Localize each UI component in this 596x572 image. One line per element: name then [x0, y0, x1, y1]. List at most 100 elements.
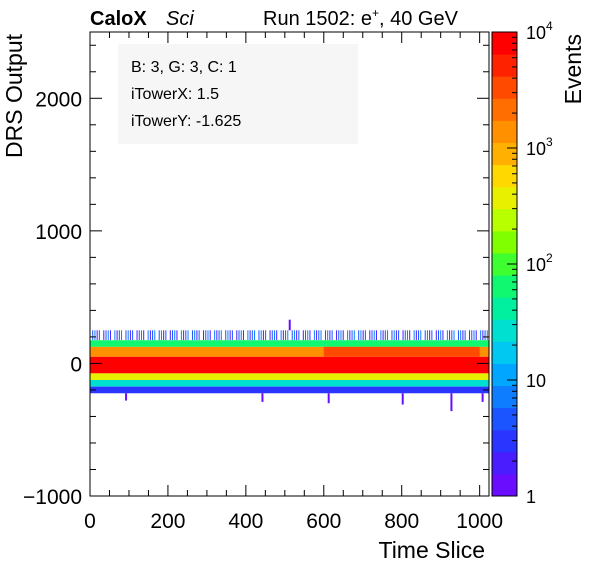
heatmap-cell	[409, 330, 411, 341]
heatmap-cell	[218, 330, 220, 341]
heatmap-cell	[236, 330, 238, 341]
z-tick-label: 103	[526, 135, 553, 159]
x-tick-label: 0	[84, 510, 96, 533]
heatmap-cell	[307, 330, 309, 341]
heatmap-cell	[429, 330, 431, 341]
heatmap-cell	[329, 330, 331, 341]
heatmap-cell	[395, 330, 397, 341]
color-scale-segment	[492, 275, 517, 298]
heatmap-cell	[482, 330, 484, 341]
color-scale-segment	[492, 252, 517, 276]
heatmap-band-6	[90, 386, 489, 394]
heatmap-cell	[231, 330, 233, 341]
heatmap-cell	[229, 330, 231, 341]
heatmap-cell	[273, 330, 275, 341]
heatmap-cell	[309, 330, 311, 341]
heatmap-cell	[276, 330, 278, 341]
heatmap-cell	[282, 330, 284, 341]
heatmap-cell	[484, 330, 486, 341]
heatmap-cell	[313, 330, 315, 341]
heatmap-cell	[331, 330, 333, 341]
x-axis-title: Time Slice	[379, 537, 486, 563]
heatmap-cell	[207, 330, 209, 341]
heatmap-cell	[165, 330, 167, 341]
heatmap-cell	[320, 330, 322, 341]
heatmap-cell	[369, 330, 371, 341]
heatmap-cell	[172, 330, 174, 341]
heatmap-cell	[402, 330, 404, 341]
heatmap-cell	[220, 330, 222, 341]
heatmap-cell	[269, 330, 271, 341]
heatmap-hot-region	[323, 346, 480, 357]
heatmap-cell	[353, 330, 355, 341]
y-tick-label: 2000	[35, 88, 82, 111]
heatmap-cell	[460, 330, 462, 341]
heatmap-cell	[107, 330, 109, 341]
heatmap-cell	[464, 330, 466, 341]
heatmap-cell	[225, 330, 227, 341]
heatmap-cell	[406, 330, 408, 341]
heatmap-cell	[302, 330, 304, 341]
heatmap-cell	[132, 330, 134, 341]
heatmap-cell	[364, 330, 366, 341]
heatmap-cell	[338, 330, 340, 341]
color-scale-segment	[492, 385, 517, 409]
heatmap-cell	[103, 330, 105, 341]
x-tick-label: 600	[306, 510, 341, 533]
heatmap-cell	[473, 330, 475, 341]
info-line-3: iTowerY: -1.625	[131, 113, 241, 130]
x-axis-ticks: 0 200 400 600 800 1000	[84, 32, 503, 533]
x-tick-label: 400	[228, 510, 263, 533]
heatmap-cell	[152, 330, 154, 341]
color-scale-segment	[492, 429, 517, 453]
heatmap-cell	[127, 330, 129, 341]
heatmap-cell	[413, 330, 415, 341]
heatmap-cell	[358, 330, 360, 341]
heatmap-cell	[285, 330, 287, 341]
heatmap-cell	[384, 330, 386, 341]
color-scale-segment	[492, 297, 517, 320]
heatmap-cell	[160, 330, 162, 341]
heatmap-cell	[109, 330, 111, 341]
heatmap-cell	[462, 330, 464, 341]
heatmap-cell	[431, 330, 433, 341]
heatmap-cell	[280, 330, 282, 341]
heatmap-cell	[227, 330, 229, 341]
heatmap-band-2	[90, 346, 489, 357]
heatmap-cell	[291, 330, 293, 341]
heatmap-cell	[154, 330, 156, 341]
heatmap-cell	[398, 330, 400, 341]
heatmap-cell	[205, 330, 207, 341]
z-tick-label: 1	[526, 487, 536, 507]
heatmap-cell	[287, 330, 289, 341]
info-line-2: iTowerX: 1.5	[131, 86, 219, 103]
heatmap-outlier	[261, 393, 264, 402]
heatmap-outlier	[327, 393, 330, 404]
heatmap-cell	[121, 330, 123, 341]
heatmap-cell	[180, 330, 182, 341]
heatmap-cell	[305, 330, 307, 341]
color-scale-segment	[492, 230, 517, 254]
heatmap-cell	[254, 330, 256, 341]
heatmap-cell	[340, 330, 342, 341]
color-scale-segment	[492, 120, 517, 143]
heatmap-cell	[404, 330, 406, 341]
info-line-1: B: 3, G: 3, C: 1	[131, 59, 237, 76]
heatmap-cell	[347, 330, 349, 341]
heatmap-cell	[296, 330, 298, 341]
heatmap-cell	[129, 330, 131, 341]
color-scale-segment	[492, 54, 517, 77]
heatmap-cell	[435, 330, 437, 341]
heatmap-cell	[174, 330, 176, 341]
heatmap-cell	[362, 330, 364, 341]
x-tick-label: 1000	[456, 510, 503, 533]
y-axis-ticks: −1000 0 1000 2000	[23, 44, 489, 509]
heatmap-band-5	[90, 380, 489, 387]
heatmap-cell	[471, 330, 473, 341]
heatmap-cell	[324, 330, 326, 341]
heatmap-cell	[258, 330, 260, 341]
color-scale-segment	[492, 341, 517, 364]
heatmap-cell	[94, 330, 96, 341]
heatmap-cells	[90, 319, 489, 412]
